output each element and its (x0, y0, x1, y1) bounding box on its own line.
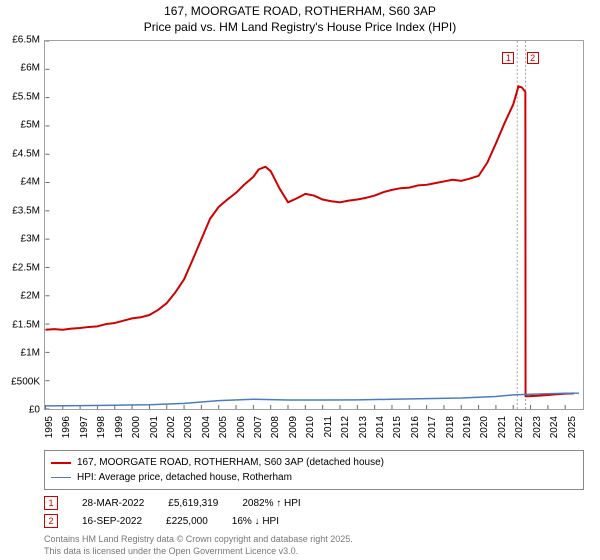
xtick-label: 2004 (201, 416, 212, 438)
xtick-label: 2015 (392, 416, 403, 438)
title-block: 167, MOORGATE ROAD, ROTHERHAM, S60 3AP P… (0, 0, 600, 37)
xtick-label: 2006 (236, 416, 247, 438)
transaction-row-2: 2 16-SEP-2022 £225,000 16% ↓ HPI (44, 512, 584, 530)
ytick-label: £2.5M (12, 262, 40, 273)
ytick-label: £1M (21, 348, 40, 359)
ytick-label: £4M (21, 177, 40, 188)
xtick-label: 2018 (445, 416, 456, 438)
attribution-line-2: This data is licensed under the Open Gov… (44, 546, 584, 558)
xtick-label: 2019 (462, 416, 473, 438)
xtick-label: 2002 (166, 416, 177, 438)
y-axis-labels: £0£500K£1M£1.5M£2M£2.5M£3M£3.5M£4M£4.5M£… (0, 40, 42, 410)
xtick-label: 2013 (358, 416, 369, 438)
ytick-label: £2M (21, 291, 40, 302)
xtick-label: 2022 (514, 416, 525, 438)
xtick-label: 1998 (96, 416, 107, 438)
transaction-marker-1: 1 (44, 496, 58, 510)
xtick-label: 2025 (567, 416, 578, 438)
xtick-label: 2001 (149, 416, 160, 438)
xtick-label: 2005 (218, 416, 229, 438)
title-line-1: 167, MOORGATE ROAD, ROTHERHAM, S60 3AP (0, 4, 600, 20)
ytick-label: £5.5M (12, 91, 40, 102)
legend-row-property: 167, MOORGATE ROAD, ROTHERHAM, S60 3AP (… (51, 455, 577, 470)
legend-row-hpi: HPI: Average price, detached house, Roth… (51, 470, 577, 485)
xtick-label: 2008 (270, 416, 281, 438)
transaction-date-1: 28-MAR-2022 (82, 498, 144, 509)
xtick-label: 2011 (323, 416, 334, 438)
transaction-delta-2: 16% ↓ HPI (232, 516, 279, 527)
xtick-label: 1996 (61, 416, 72, 438)
ytick-label: £6.5M (12, 35, 40, 46)
xtick-label: 1997 (79, 416, 90, 438)
legend-area: 167, MOORGATE ROAD, ROTHERHAM, S60 3AP (… (44, 450, 584, 557)
legend-swatch-hpi (51, 477, 71, 478)
attribution: Contains HM Land Registry data © Crown c… (44, 530, 584, 557)
xtick-label: 2017 (427, 416, 438, 438)
legend-swatch-property (51, 462, 71, 464)
xtick-label: 2010 (305, 416, 316, 438)
ytick-label: £3.5M (12, 205, 40, 216)
xtick-label: 2021 (497, 416, 508, 438)
ytick-label: £3M (21, 234, 40, 245)
attribution-line-1: Contains HM Land Registry data © Crown c… (44, 534, 584, 546)
xtick-label: 2012 (340, 416, 351, 438)
transaction-price-1: £5,619,319 (168, 498, 218, 509)
transaction-date-2: 16-SEP-2022 (82, 516, 142, 527)
xtick-label: 2024 (549, 416, 560, 438)
xtick-label: 2003 (183, 416, 194, 438)
x-axis-labels: 1995 1996 1997 1998 1999 2000 2001 2002 2003 2004… (44, 410, 584, 450)
legend: 167, MOORGATE ROAD, ROTHERHAM, S60 3AP (… (44, 450, 584, 490)
transaction-price-2: £225,000 (166, 516, 208, 527)
xtick-label: 2009 (288, 416, 299, 438)
xtick-label: 2000 (131, 416, 142, 438)
xtick-label: 2020 (479, 416, 490, 438)
xtick-label: 2014 (375, 416, 386, 438)
chart-area: £0£500K£1M£1.5M£2M£2.5M£3M£3.5M£4M£4.5M£… (44, 40, 584, 410)
ytick-label: £0 (29, 405, 40, 416)
transaction-rows: 1 28-MAR-2022 £5,619,319 2082% ↑ HPI 2 1… (44, 494, 584, 530)
xtick-label: 2007 (253, 416, 264, 438)
ytick-label: £500K (11, 376, 40, 387)
title-line-2: Price paid vs. HM Land Registry's House … (0, 20, 600, 36)
transaction-row-1: 1 28-MAR-2022 £5,619,319 2082% ↑ HPI (44, 494, 584, 512)
chart-container: 167, MOORGATE ROAD, ROTHERHAM, S60 3AP P… (0, 0, 600, 560)
ytick-label: £1.5M (12, 319, 40, 330)
xtick-label: 2023 (532, 416, 543, 438)
ytick-label: £6M (21, 63, 40, 74)
legend-label-hpi: HPI: Average price, detached house, Roth… (77, 470, 292, 485)
legend-label-property: 167, MOORGATE ROAD, ROTHERHAM, S60 3AP (… (77, 455, 384, 470)
ytick-label: £5M (21, 120, 40, 131)
plot-svg (44, 40, 584, 410)
xtick-label: 2016 (410, 416, 421, 438)
xtick-label: 1999 (114, 416, 125, 438)
transaction-marker-2: 2 (44, 514, 58, 528)
transaction-delta-1: 2082% ↑ HPI (242, 498, 300, 509)
chart-marker-1: 1 (502, 52, 514, 64)
ytick-label: £4.5M (12, 148, 40, 159)
chart-marker-2: 2 (527, 52, 539, 64)
xtick-label: 1995 (44, 416, 55, 438)
